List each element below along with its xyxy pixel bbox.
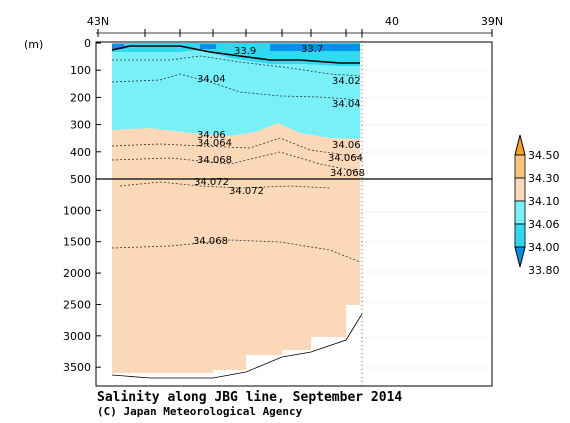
surface-patch — [200, 44, 216, 49]
x-tick-43n: 43N — [87, 15, 109, 28]
y-tick-label: 3000 — [63, 330, 91, 343]
contour-label: 34.06 — [197, 130, 226, 141]
colorbar-bottom-extension — [514, 246, 526, 268]
contour-33-9 — [111, 45, 360, 64]
bottom-topography — [111, 313, 363, 379]
colorbar-level-label: 34.50 — [528, 149, 560, 162]
chart-title: Salinity along JBG line, September 2014 — [97, 390, 402, 405]
contour-label: 34.04 — [197, 74, 226, 85]
contour-34-068a — [111, 151, 361, 173]
y-tick-label: 2000 — [63, 267, 91, 280]
contour-label: 34.072 — [229, 186, 264, 197]
contour-label: 34.02 — [332, 76, 361, 87]
colorbar-segment — [514, 177, 526, 202]
colorbar-segment — [514, 154, 526, 179]
contour-label: 34.068 — [330, 168, 365, 179]
y-tick-label: 100 — [70, 64, 91, 77]
contour-label: 34.04 — [332, 99, 361, 110]
y-tick-label: 0 — [84, 37, 91, 50]
colorbar: 34.50 34.30 34.10 34.06 34.00 33.80 — [514, 134, 560, 277]
colorbar-segment — [514, 223, 526, 248]
y-tick-label: 200 — [70, 91, 91, 104]
plot-frame — [95, 41, 493, 387]
contour-34-02 — [112, 55, 361, 77]
contour-label: 33.7 — [301, 44, 323, 55]
surface-freshest-fill — [270, 44, 360, 51]
colorbar-level-label: 33.80 — [528, 264, 560, 277]
gridlines — [362, 69, 492, 369]
upper-layer-fill — [112, 50, 360, 139]
y-tick-label: 1000 — [63, 204, 91, 217]
y-axis-label: (m) — [24, 38, 43, 51]
contour-34-072 — [119, 181, 331, 189]
colorbar-segment — [514, 200, 526, 225]
contour-label: 34.064 — [328, 153, 363, 164]
contour-34-064 — [111, 137, 361, 158]
y-tick-label: 3500 — [63, 361, 91, 374]
contour-labels: 33.9 33.7 34.04 34.02 34.04 34.06 34.064… — [193, 44, 365, 247]
y-tick-label: 300 — [70, 119, 91, 132]
contour-label: 34.072 — [194, 177, 229, 188]
y-tick-label: 1500 — [63, 236, 91, 249]
credit-text: (C) Japan Meteorological Agency — [97, 405, 303, 418]
contour-label: 34.068 — [193, 236, 228, 247]
contour-label: 33.9 — [234, 46, 256, 57]
colorbar-top-extension — [514, 134, 526, 156]
y-tick-label: 500 — [70, 173, 91, 186]
contour-label: 34.064 — [197, 138, 232, 149]
colorbar-level-label: 34.30 — [528, 172, 560, 185]
y-tick-labels: 0 100 200 300 400 500 1000 1500 2000 2500 3000 3500 — [63, 37, 101, 374]
contour-label: 34.06 — [332, 140, 361, 151]
colorbar-level-label: 34.00 — [528, 241, 560, 254]
contour-34-068b — [111, 239, 361, 263]
deep-layer-fill — [112, 123, 360, 373]
colorbar-level-label: 34.10 — [528, 195, 560, 208]
contour-34-04 — [111, 73, 361, 101]
y-tick-label: 400 — [70, 146, 91, 159]
station-ticks — [97, 29, 493, 37]
y-tick-label: 2500 — [63, 298, 91, 311]
x-tick-39n: 39N — [481, 15, 503, 28]
colorbar-level-label: 34.06 — [528, 218, 560, 231]
contour-label: 34.068 — [197, 155, 232, 166]
surface-patch-west — [112, 44, 124, 49]
x-tick-40: 40 — [385, 15, 399, 28]
